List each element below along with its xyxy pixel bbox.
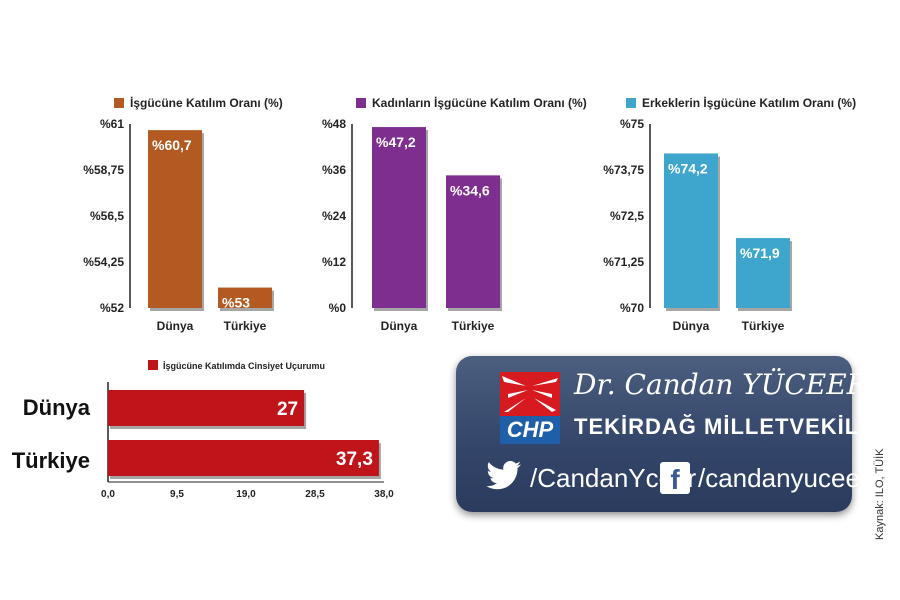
hbar-0 — [108, 390, 305, 426]
hbar-category-label-1: Türkiye — [12, 448, 90, 473]
y-tick-label-0-2: %56,5 — [90, 209, 124, 223]
y-tick-label-2-1: %73,75 — [603, 163, 644, 177]
y-tick-label-0-4: %52 — [100, 301, 124, 315]
category-label-1-1: Türkiye — [452, 319, 495, 333]
mp-card: CHP Dr. Candan YÜCEER TEKİRDAĞ MİLLETVEK… — [456, 356, 869, 512]
bar-value-label-0-1: %53 — [222, 295, 250, 311]
x-tick-label-3-3: 28,5 — [305, 489, 325, 500]
facebook-handle: /candanyuceer — [698, 462, 869, 493]
legend-label-2: Erkeklerin İşgücüne Katılım Oranı (%) — [642, 95, 856, 110]
y-tick-label-1-4: %0 — [329, 301, 347, 315]
y-tick-label-0-1: %58,75 — [83, 163, 124, 177]
x-tick-label-3-4: 38,0 — [374, 489, 394, 500]
category-label-1-0: Dünya — [381, 319, 418, 333]
bar-value-label-1-1: %34,6 — [450, 182, 490, 198]
bar-value-label-2-1: %71,9 — [740, 245, 780, 261]
chp-logo: CHP — [500, 372, 560, 444]
category-label-2-0: Dünya — [673, 319, 710, 333]
y-tick-label-2-4: %70 — [620, 301, 644, 315]
bar-0-0 — [148, 130, 202, 308]
bar-1-1 — [446, 175, 500, 308]
legend-swatch-3 — [148, 360, 158, 370]
y-tick-label-2-3: %71,25 — [603, 255, 644, 269]
x-tick-label-3-0: 0,0 — [101, 489, 115, 500]
category-label-0-0: Dünya — [157, 319, 194, 333]
chp-six-arrows-icon — [500, 372, 560, 416]
twitter-bird-icon — [486, 460, 522, 496]
mp-title: TEKİRDAĞ MİLLETVEKİLİ — [574, 414, 867, 439]
bar-0-1 — [218, 287, 272, 308]
category-label-0-1: Türkiye — [224, 319, 267, 333]
bar-value-label-0-0: %60,7 — [152, 137, 192, 153]
facebook-link[interactable]: f /candanyuceer — [660, 458, 869, 498]
bar-value-label-2-0: %74,2 — [668, 160, 708, 176]
legend-swatch-0 — [114, 98, 124, 108]
x-tick-label-3-1: 9,5 — [170, 489, 184, 500]
y-tick-label-1-3: %12 — [322, 255, 346, 269]
hbar-value-label-1: 37,3 — [336, 449, 373, 470]
facebook-f-icon: f — [660, 462, 690, 495]
y-tick-label-0-3: %54,25 — [83, 255, 124, 269]
hbar-value-label-0: 27 — [277, 399, 298, 420]
mp-name: Dr. Candan YÜCEER — [574, 368, 868, 401]
y-tick-label-0-0: %61 — [100, 117, 124, 131]
chp-logo-text: CHP — [500, 416, 560, 444]
legend-swatch-2 — [626, 98, 636, 108]
x-tick-label-3-2: 19,0 — [236, 489, 256, 500]
legend-label-3: İşgücüne Katılımda Cinsiyet Uçurumu — [163, 361, 325, 371]
category-label-2-1: Türkiye — [742, 319, 785, 333]
y-tick-label-2-0: %75 — [620, 117, 644, 131]
y-tick-label-2-2: %72,5 — [610, 209, 644, 223]
bar-value-label-1-0: %47,2 — [376, 134, 416, 150]
bar-2-0 — [664, 153, 718, 308]
y-tick-label-1-1: %36 — [322, 163, 346, 177]
legend-label-0: İşgücüne Katılım Oranı (%) — [130, 95, 283, 110]
legend-swatch-1 — [356, 98, 366, 108]
hbar-category-label-0: Dünya — [23, 395, 91, 420]
source-note: Kaynak: ILO, TÜİK — [874, 448, 886, 540]
y-tick-label-1-2: %24 — [322, 209, 346, 223]
y-tick-label-1-0: %48 — [322, 117, 346, 131]
bar-2-1 — [736, 238, 790, 308]
hbar-1 — [108, 440, 379, 476]
legend-label-1: Kadınların İşgücüne Katılım Oranı (%) — [372, 95, 587, 110]
bar-1-0 — [372, 127, 426, 308]
